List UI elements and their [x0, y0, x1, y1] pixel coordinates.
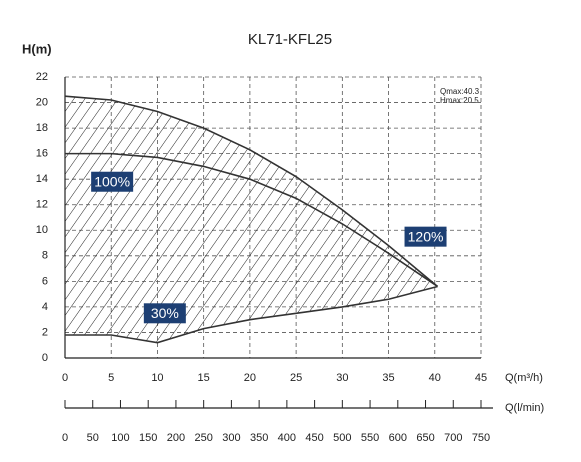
annotation: Qmax:40.3 — [440, 87, 480, 96]
series-label: 120% — [408, 228, 444, 244]
x2-tick-label: 200 — [167, 432, 185, 444]
y-tick-label: 10 — [36, 224, 48, 236]
y-tick-label: 20 — [36, 96, 48, 108]
y-tick-label: 2 — [42, 326, 48, 338]
x2-axis-label: Q(l/min) — [505, 402, 544, 414]
y-tick-label: 14 — [36, 173, 48, 185]
y-tick-label: 18 — [36, 122, 48, 134]
y-axis-label: H(m) — [22, 41, 52, 56]
y-tick-label: 16 — [36, 148, 48, 160]
hatch-area — [65, 96, 438, 343]
series-label-box — [404, 226, 447, 247]
x-tick-label: 35 — [382, 372, 394, 384]
y-tick-label: 4 — [42, 301, 48, 313]
x-tick-label: 10 — [151, 372, 163, 384]
x2-tick-label: 450 — [305, 432, 323, 444]
x2-tick-label: 600 — [389, 432, 407, 444]
x-tick-label: 15 — [198, 372, 210, 384]
y-tick-label: 12 — [36, 199, 48, 211]
series-label-box — [91, 171, 134, 192]
x2-tick-label: 150 — [139, 432, 157, 444]
annotation: Hmax:20.5 — [440, 96, 479, 105]
curve — [64, 95, 439, 288]
x2-tick-label: 500 — [333, 432, 351, 444]
y-tick-label: 6 — [42, 275, 48, 287]
curve — [65, 152, 438, 288]
x2-tick-label: 650 — [416, 432, 434, 444]
series-label-box — [143, 303, 186, 324]
x2-tick-label: 250 — [194, 432, 212, 444]
x2-tick-label: 350 — [250, 432, 268, 444]
x-tick-label: 45 — [475, 372, 487, 384]
x2-tick-label: 0 — [62, 432, 68, 444]
y-tick-label: 8 — [42, 250, 48, 262]
x-tick-label: 0 — [62, 372, 68, 384]
x2-tick-label: 300 — [222, 432, 240, 444]
x2-tick-label: 750 — [472, 432, 490, 444]
x2-tick-label: 400 — [278, 432, 296, 444]
x-tick-label: 20 — [244, 372, 256, 384]
curve — [65, 285, 438, 344]
series-label: 30% — [151, 305, 179, 321]
series-label: 100% — [94, 173, 130, 189]
x-tick-label: 25 — [290, 372, 302, 384]
x-tick-label: 30 — [336, 372, 348, 384]
x-tick-label: 40 — [429, 372, 441, 384]
x2-tick-label: 100 — [111, 432, 129, 444]
x2-tick-label: 700 — [444, 432, 462, 444]
x-axis-label: Q(m³/h) — [505, 372, 543, 384]
y-tick-label: 22 — [36, 71, 48, 83]
chart-title: KL71-KFL25 — [248, 31, 332, 48]
y-tick-label: 0 — [42, 352, 48, 364]
x-tick-label: 5 — [108, 372, 114, 384]
x2-tick-label: 550 — [361, 432, 379, 444]
x2-tick-label: 50 — [87, 432, 99, 444]
